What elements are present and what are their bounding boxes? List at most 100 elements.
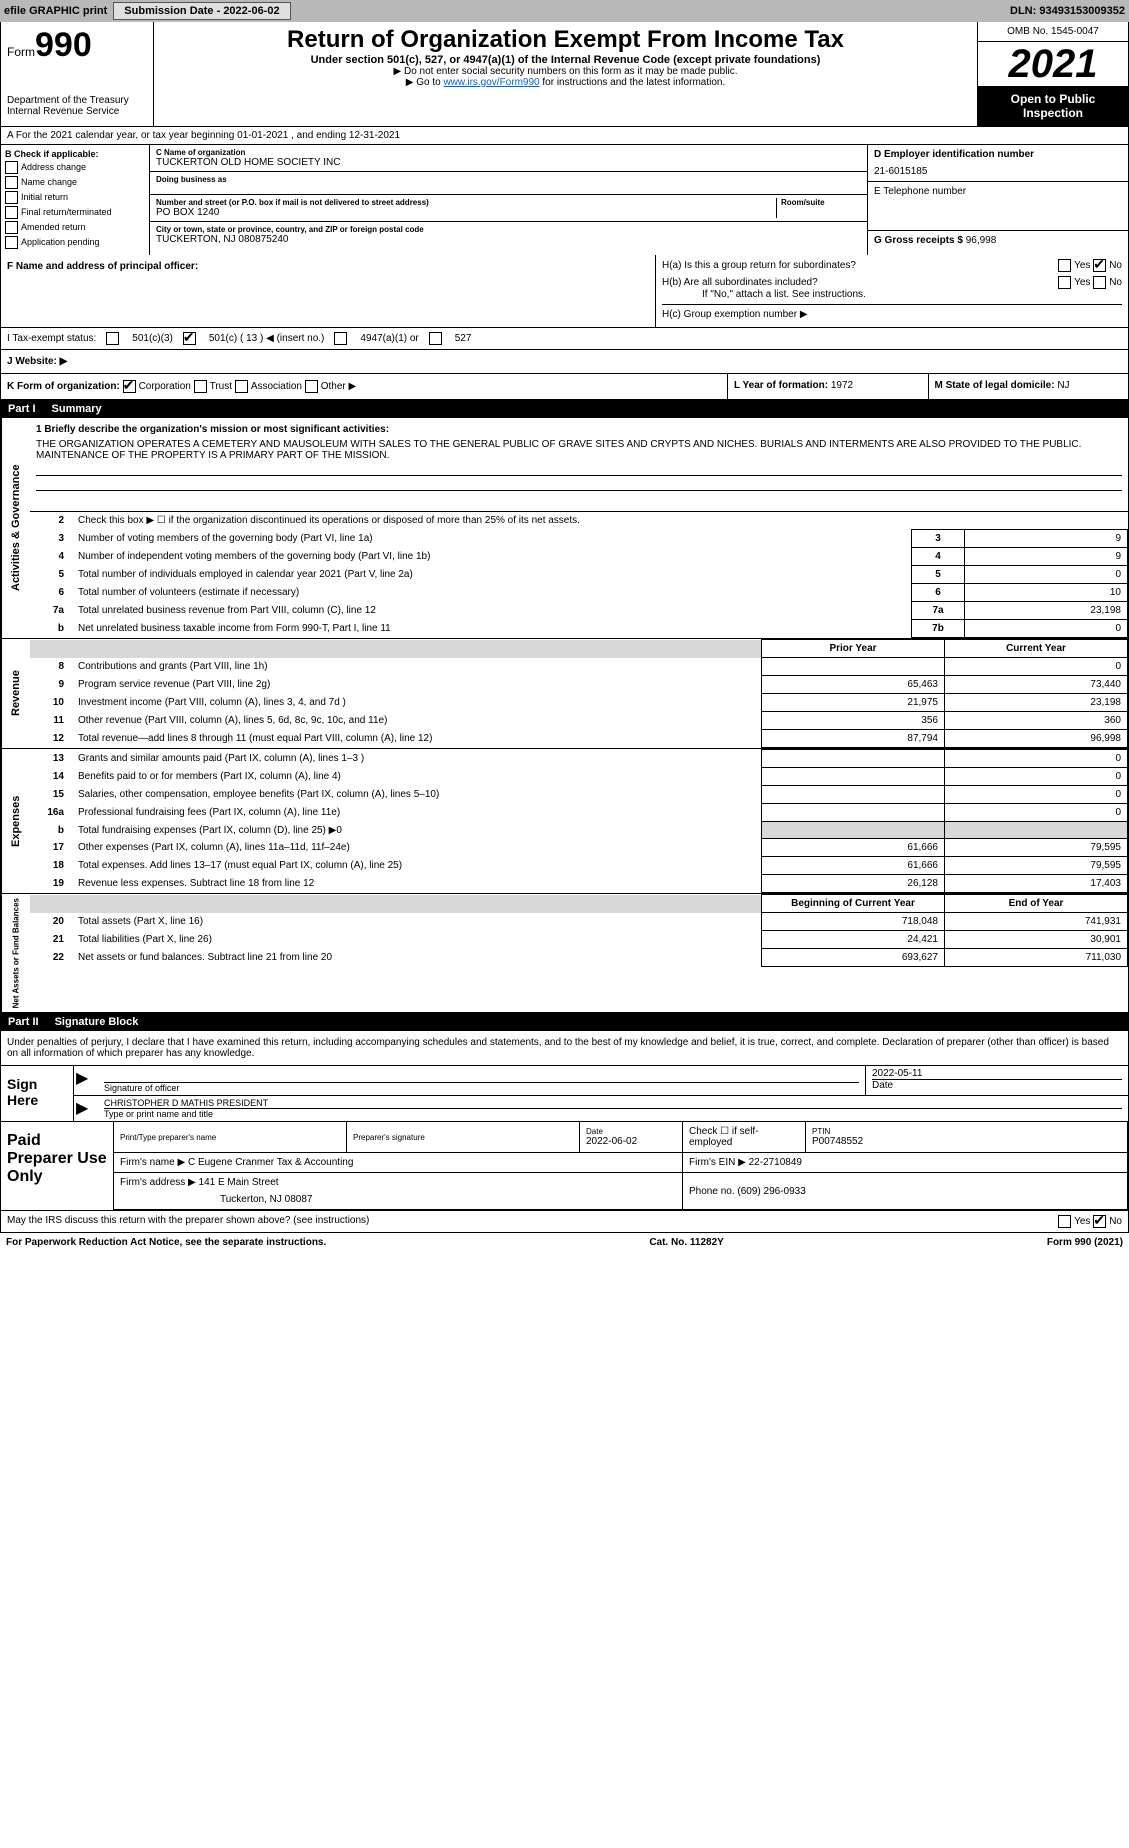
perjury-declaration: Under penalties of perjury, I declare th… <box>1 1031 1128 1066</box>
header-mid: Return of Organization Exempt From Incom… <box>154 22 977 126</box>
exp-18-curr: 79,595 <box>945 857 1128 875</box>
exp-13-prior <box>762 750 945 768</box>
arrow-icon: ▶ <box>74 1096 98 1121</box>
check-other[interactable] <box>305 380 318 393</box>
firm-addr1: 141 E Main Street <box>199 1177 279 1188</box>
form-prefix: Form <box>7 45 35 59</box>
side-label-net-assets: Net Assets or Fund Balances <box>1 894 30 1012</box>
check-assoc[interactable] <box>235 380 248 393</box>
h-c-label: H(c) Group exemption number ▶ <box>662 304 1122 320</box>
h-a-no-check[interactable] <box>1093 259 1106 272</box>
omb-number: OMB No. 1545-0047 <box>978 22 1128 42</box>
self-employed-check[interactable]: Check ☐ if self-employed <box>683 1122 806 1153</box>
form-subtitle: Under section 501(c), 527, or 4947(a)(1)… <box>162 54 969 66</box>
efile-label: efile GRAPHIC print <box>4 5 107 17</box>
tax-exempt-label: I Tax-exempt status: <box>7 333 96 344</box>
activities-governance-section: Activities & Governance 1 Briefly descri… <box>0 418 1129 639</box>
check-initial-return[interactable]: Initial return <box>5 191 145 204</box>
exp-15-curr: 0 <box>945 786 1128 804</box>
box-i: I Tax-exempt status: 501(c)(3) 501(c) ( … <box>1 328 1128 350</box>
discuss-no-check[interactable] <box>1093 1215 1106 1228</box>
officer-sig-label: Signature of officer <box>104 1082 859 1093</box>
expenses-section: Expenses 13Grants and similar amounts pa… <box>0 749 1129 894</box>
exp-13-curr: 0 <box>945 750 1128 768</box>
dept-label: Department of the Treasury <box>7 95 147 106</box>
phone-label: E Telephone number <box>874 186 1122 197</box>
page-footer: For Paperwork Reduction Act Notice, see … <box>0 1233 1129 1252</box>
exp-17-curr: 79,595 <box>945 839 1128 857</box>
ein-value: 21-6015185 <box>874 166 1122 177</box>
mission-block: 1 Briefly describe the organization's mi… <box>30 418 1128 512</box>
check-501c3[interactable] <box>106 332 119 345</box>
check-final-return[interactable]: Final return/terminated <box>5 206 145 219</box>
street-label: Number and street (or P.O. box if mail i… <box>156 198 776 207</box>
form-label-footer: Form 990 (2021) <box>1047 1237 1123 1248</box>
dba-label: Doing business as <box>156 175 861 184</box>
gross-receipts-value: 96,998 <box>966 235 997 246</box>
net-assets-table: Beginning of Current YearEnd of Year 20T… <box>30 894 1128 967</box>
state-domicile: NJ <box>1057 380 1069 391</box>
discuss-yes-check[interactable] <box>1058 1215 1071 1228</box>
expenses-table: 13Grants and similar amounts paid (Part … <box>30 749 1128 893</box>
form-note2: ▶ Go to www.irs.gov/Form990 for instruct… <box>162 77 969 88</box>
na-20-boy: 718,048 <box>762 913 945 931</box>
h-a-label: H(a) Is this a group return for subordin… <box>662 260 856 271</box>
city-value: TUCKERTON, NJ 080875240 <box>156 234 861 245</box>
form-number: 990 <box>35 26 92 64</box>
irs-link[interactable]: www.irs.gov/Form990 <box>443 77 539 88</box>
ein-label: D Employer identification number <box>874 149 1122 160</box>
part-2-header: Part II Signature Block <box>0 1013 1129 1031</box>
firm-phone: (609) 296-0933 <box>737 1186 805 1197</box>
exp-18-prior: 61,666 <box>762 857 945 875</box>
sign-here-label: Sign Here <box>1 1066 74 1121</box>
rev-9-prior: 65,463 <box>762 676 945 694</box>
gross-receipts-label: G Gross receipts $ <box>874 235 963 246</box>
governance-table: 2Check this box ▶ ☐ if the organization … <box>30 512 1128 638</box>
exp-14-prior <box>762 768 945 786</box>
check-amended-return[interactable]: Amended return <box>5 221 145 234</box>
arrow-icon: ▶ <box>74 1066 98 1095</box>
submission-date-button[interactable]: Submission Date - 2022-06-02 <box>113 2 290 20</box>
header-right: OMB No. 1545-0047 2021 Open to Public In… <box>977 22 1128 126</box>
side-label-revenue: Revenue <box>1 639 30 748</box>
rev-11-curr: 360 <box>945 712 1128 730</box>
rev-8-prior <box>762 658 945 676</box>
box-b: B Check if applicable: Address change Na… <box>1 145 150 255</box>
paid-preparer-label: Paid Preparer Use Only <box>1 1122 114 1210</box>
room-label: Room/suite <box>781 198 861 207</box>
val-line5: 0 <box>965 566 1128 584</box>
na-22-boy: 693,627 <box>762 949 945 967</box>
na-21-eoy: 30,901 <box>945 931 1128 949</box>
pra-notice: For Paperwork Reduction Act Notice, see … <box>6 1237 326 1248</box>
form-note1: ▶ Do not enter social security numbers o… <box>162 66 969 77</box>
org-name-label: C Name of organization <box>156 148 861 157</box>
check-4947[interactable] <box>334 332 347 345</box>
na-20-eoy: 741,931 <box>945 913 1128 931</box>
check-trust[interactable] <box>194 380 207 393</box>
exp-19-curr: 17,403 <box>945 875 1128 893</box>
check-application-pending[interactable]: Application pending <box>5 236 145 249</box>
firm-ein: 22-2710849 <box>749 1157 802 1168</box>
check-corp[interactable] <box>123 380 136 393</box>
side-label-expenses: Expenses <box>1 749 30 893</box>
rev-12-curr: 96,998 <box>945 730 1128 748</box>
preparer-table: Print/Type preparer's name Preparer's si… <box>114 1122 1128 1210</box>
side-label-governance: Activities & Governance <box>1 418 30 638</box>
val-line4: 9 <box>965 548 1128 566</box>
box-c: C Name of organization TUCKERTON OLD HOM… <box>150 145 867 255</box>
form-header: Form990 Department of the Treasury Inter… <box>0 22 1129 127</box>
val-line3: 9 <box>965 530 1128 548</box>
street-value: PO BOX 1240 <box>156 207 776 218</box>
check-address-change[interactable]: Address change <box>5 161 145 174</box>
efile-topbar: efile GRAPHIC print Submission Date - 20… <box>0 0 1129 22</box>
city-label: City or town, state or province, country… <box>156 225 861 234</box>
paid-preparer-section: Paid Preparer Use Only Print/Type prepar… <box>1 1121 1128 1210</box>
org-name: TUCKERTON OLD HOME SOCIETY INC <box>156 157 861 168</box>
check-527[interactable] <box>429 332 442 345</box>
check-name-change[interactable]: Name change <box>5 176 145 189</box>
officer-name: CHRISTOPHER D MATHIS PRESIDENT <box>104 1098 1122 1108</box>
val-line6: 10 <box>965 584 1128 602</box>
rev-8-curr: 0 <box>945 658 1128 676</box>
check-501c[interactable] <box>183 332 196 345</box>
box-k-l-m: K Form of organization: Corporation Trus… <box>1 374 1128 399</box>
